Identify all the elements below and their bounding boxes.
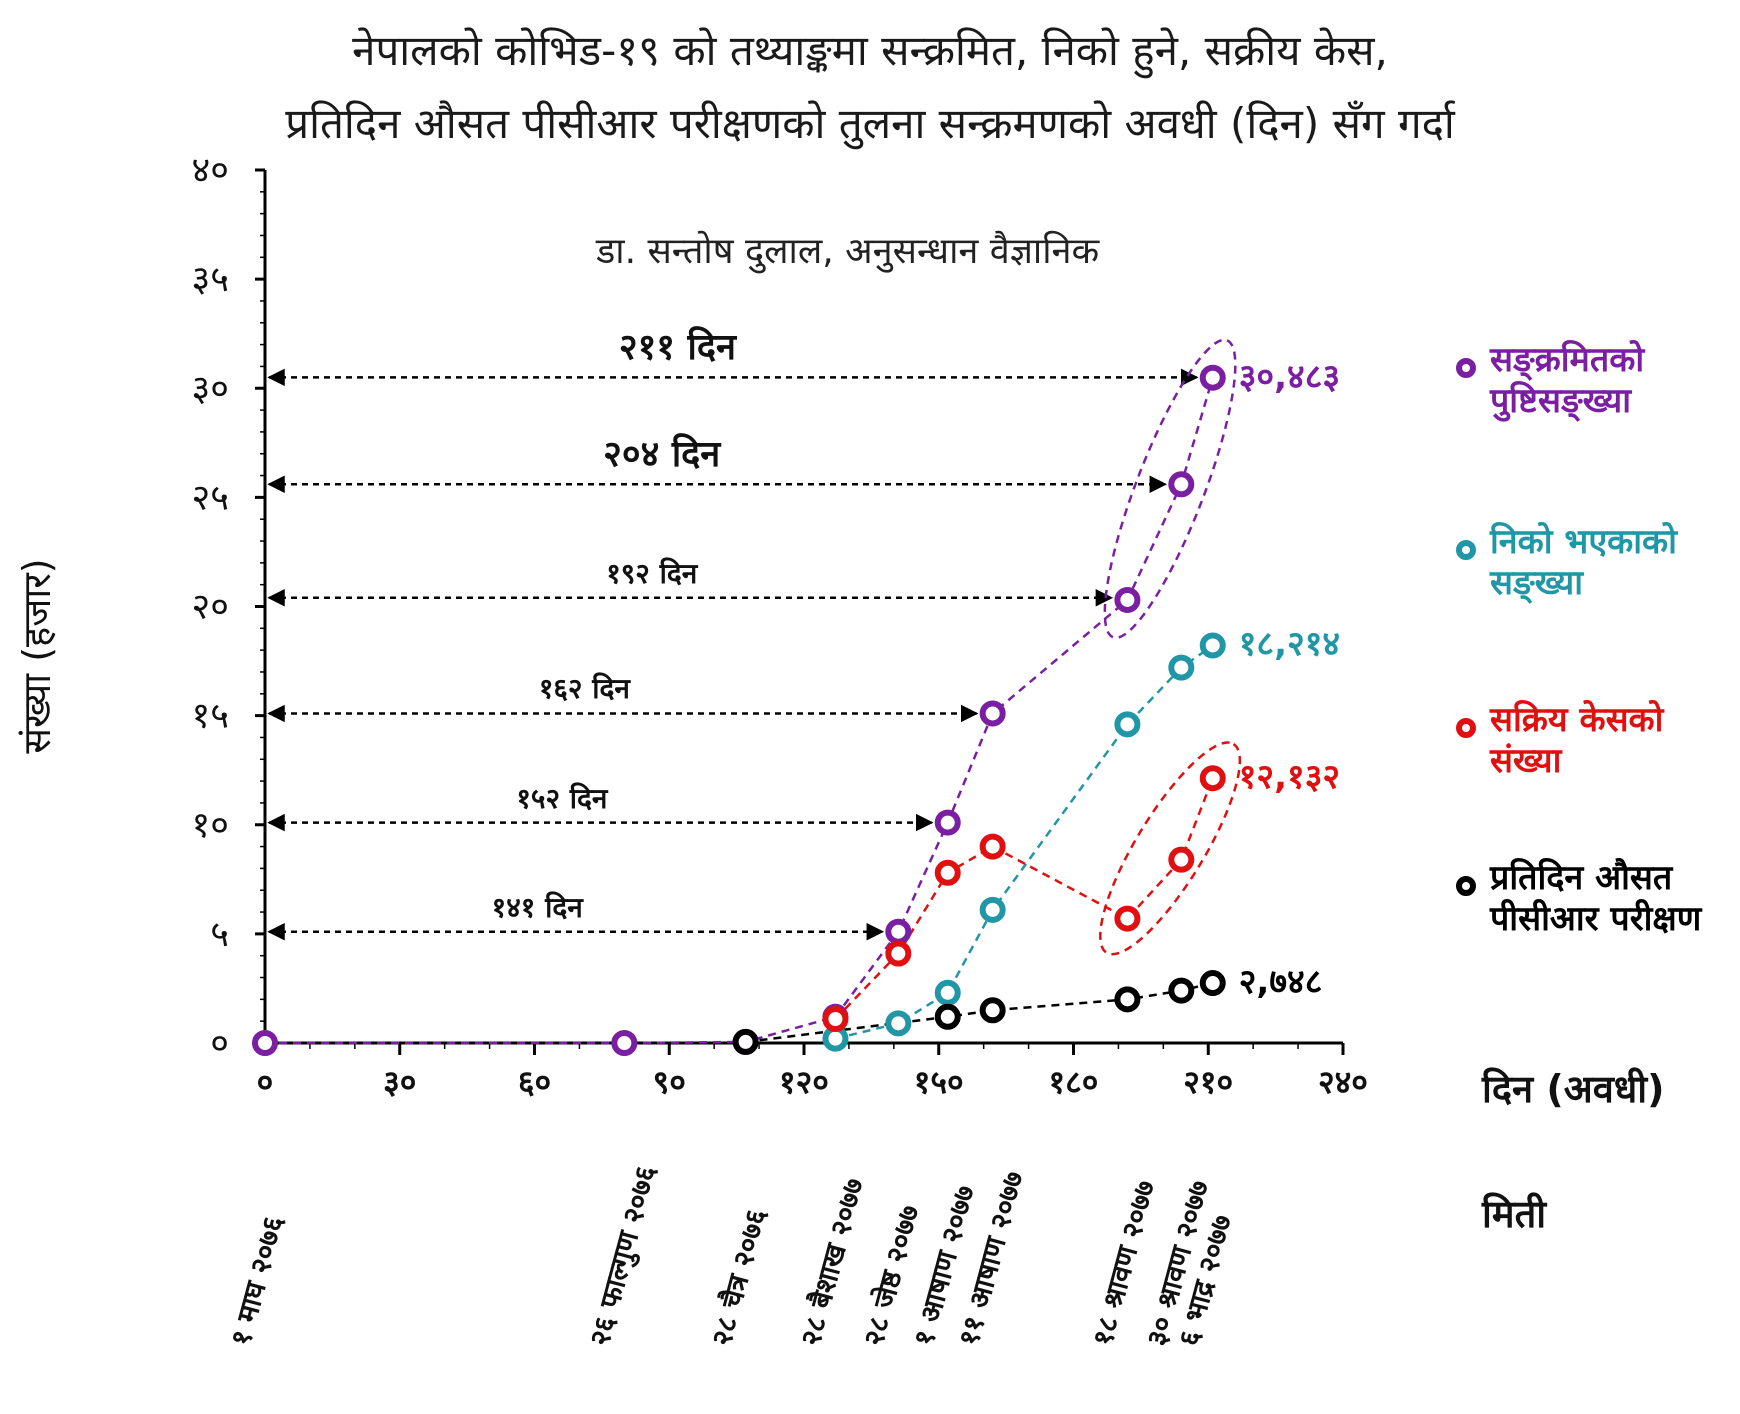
- data-point-recovered: [1168, 654, 1195, 681]
- series-line-recovered: [835, 644, 1214, 1040]
- data-point-pcr: [1199, 970, 1226, 997]
- data-point-active: [885, 940, 912, 967]
- x-tick-label: ३०: [383, 1063, 416, 1101]
- x-tick-label: ०: [257, 1063, 274, 1101]
- end-value-label: १२,१३२: [1238, 757, 1341, 798]
- x-axis-label: दिन (अवधी): [1482, 1067, 1665, 1111]
- y-tick-label: ४०: [192, 150, 229, 191]
- x-tick-label: ९०: [653, 1063, 686, 1101]
- y-tick-label: १०: [192, 805, 229, 846]
- y-tick-label: ५: [210, 914, 229, 955]
- legend-item-pcr: प्रतिदिन औसत पीसीआर परीक्षण: [1456, 858, 1740, 940]
- series-line-pcr: [745, 981, 1214, 1044]
- data-point-confirmed: [934, 809, 961, 836]
- date-axis-label: मिती: [1482, 1192, 1547, 1236]
- end-value-label: २,७४८: [1238, 962, 1323, 1003]
- data-point-recovered: [885, 1010, 912, 1037]
- interval-label: १९२ दिन: [606, 556, 698, 590]
- legend-marker-confirmed: [1456, 358, 1476, 378]
- x-tick-label: १५०: [914, 1063, 964, 1101]
- interval-label: १४१ दिन: [491, 890, 583, 924]
- x-tick-label: २४०: [1318, 1063, 1368, 1101]
- end-value-label: १८,२१४: [1238, 624, 1341, 665]
- chart-title-line1: नेपालको कोभिड-१९ को तथ्याङ्कमा सन्क्रमित…: [352, 26, 1388, 75]
- y-tick-label: ३०: [192, 368, 229, 409]
- data-point-active: [822, 1005, 849, 1032]
- data-point-active: [1168, 846, 1195, 873]
- y-tick-label: ०: [210, 1023, 229, 1064]
- data-point-confirmed: [252, 1030, 278, 1056]
- data-point-pcr: [934, 1003, 961, 1030]
- chart-title-line2: प्रतिदिन औसत पीसीआर परीक्षणको तुलना सन्क…: [285, 99, 1455, 148]
- data-point-confirmed: [611, 1030, 638, 1056]
- legend-label-recovered: निको भएकाको सङ्ख्या: [1490, 522, 1677, 603]
- x-tick-label: २१०: [1183, 1063, 1233, 1101]
- y-tick-label: ३५: [192, 259, 229, 300]
- data-point-confirmed: [1168, 471, 1195, 498]
- data-point-recovered: [934, 979, 961, 1006]
- data-point-recovered: [1199, 632, 1226, 659]
- legend-item-confirmed: सङ्क्रमितको पुष्टिसङ्ख्या: [1456, 340, 1740, 422]
- legend-marker-pcr: [1456, 876, 1476, 896]
- legend-marker-active: [1456, 718, 1476, 738]
- interval-label: १५२ दिन: [516, 781, 608, 815]
- highlight-ellipse-active: [1099, 741, 1242, 956]
- end-value-label: ३०,४८३: [1238, 356, 1341, 397]
- legend-item-active: सक्रिय केसको संख्या: [1456, 700, 1740, 782]
- data-point-pcr: [1168, 977, 1195, 1004]
- legend-label-active: सक्रिय केसको संख्या: [1490, 700, 1664, 781]
- x-tick-label: ६०: [518, 1063, 551, 1101]
- data-point-confirmed: [885, 918, 912, 945]
- x-tick-label: १८०: [1049, 1063, 1099, 1101]
- highlight-ellipse-confirmed: [1103, 338, 1237, 640]
- data-point-recovered: [979, 896, 1006, 923]
- data-point-pcr: [1114, 986, 1141, 1013]
- data-point-active: [1114, 905, 1141, 932]
- data-point-pcr: [979, 997, 1006, 1024]
- series-line-active: [834, 777, 1214, 1020]
- legend-label-pcr: प्रतिदिन औसत पीसीआर परीक्षण: [1490, 858, 1702, 939]
- data-point-active: [979, 833, 1006, 860]
- data-point-confirmed: [1114, 586, 1141, 613]
- legend-label-confirmed: सङ्क्रमितको पुष्टिसङ्ख्या: [1490, 340, 1645, 421]
- y-tick-label: २५: [192, 477, 229, 518]
- data-point-active: [934, 859, 961, 886]
- series-line-confirmed: [265, 377, 1214, 1045]
- data-point-confirmed: [979, 700, 1006, 727]
- interval-label: २०४ दिन: [603, 434, 721, 476]
- data-point-recovered: [1114, 711, 1141, 738]
- data-point-confirmed: [1199, 364, 1226, 391]
- data-point-pcr: [732, 1028, 759, 1055]
- chart-subtitle: डा. सन्तोष दुलाल, अनुसन्धान वैज्ञानिक: [596, 231, 1100, 272]
- interval-label: १६२ दिन: [538, 672, 630, 706]
- legend-item-recovered: निको भएकाको सङ्ख्या: [1456, 522, 1740, 604]
- x-tick-label: १२०: [779, 1063, 829, 1101]
- y-tick-label: २०: [192, 587, 229, 628]
- interval-label: २११ दिन: [618, 327, 736, 369]
- data-point-active: [1199, 765, 1226, 792]
- y-tick-label: १५: [192, 696, 229, 737]
- legend-marker-recovered: [1456, 540, 1476, 560]
